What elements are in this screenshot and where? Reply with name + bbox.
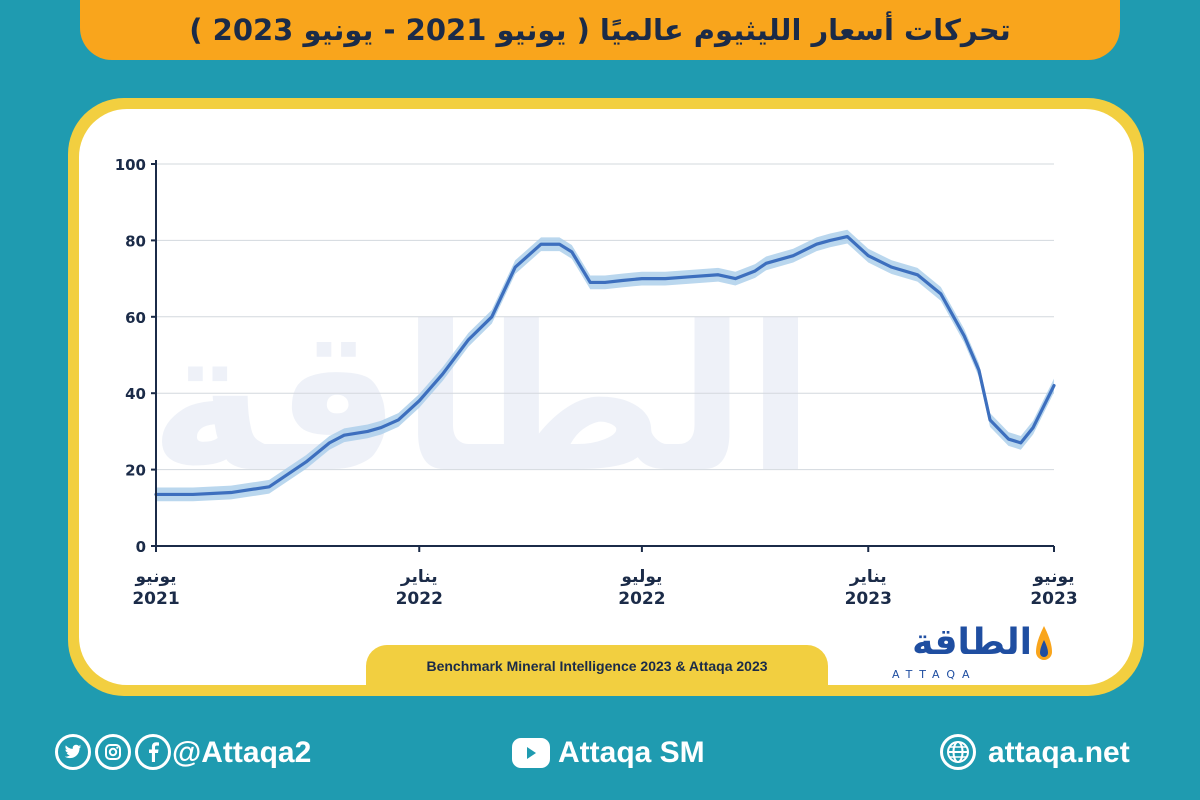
y-tick-label: 40	[125, 385, 146, 403]
x-tick-label: 2023	[1030, 589, 1077, 609]
y-tick-label: 60	[125, 309, 146, 327]
source-label: Benchmark Mineral Intelligence 2023 & At…	[366, 645, 828, 687]
flame-drop-icon	[1036, 626, 1052, 660]
source-text: Benchmark Mineral Intelligence 2023 & At…	[426, 658, 768, 674]
logo-arabic: الطاقة	[912, 622, 1032, 663]
website-link[interactable]: attaqa.net	[988, 736, 1130, 769]
globe-icon[interactable]	[940, 734, 976, 770]
x-tick-label: 2021	[132, 589, 179, 609]
chart-title: تحركات أسعار الليثيوم عالميًا ( يونيو 20…	[189, 13, 1011, 47]
x-tick-label: يوليو	[620, 567, 662, 587]
y-tick-label: 0	[136, 538, 146, 556]
attaqa-logo: الطاقة ATTAQA	[868, 618, 1058, 688]
axes: 020406080100يونيو2021يناير2022يوليو2022ي…	[115, 156, 1078, 609]
chart-card: الطاقة 0 20 40 60 80 100 يونيو 2021 يناير 2022 يول…	[79, 109, 1133, 685]
footer: @Attaqa2 Attaqa SM attaqa.net	[0, 726, 1200, 786]
x-tick-label: يونيو	[1032, 567, 1074, 587]
grid-lines	[156, 163, 1054, 471]
social-handle[interactable]: @Attaqa2	[172, 736, 312, 769]
x-tick-label: 2022	[618, 589, 665, 609]
twitter-icon[interactable]	[55, 734, 91, 770]
logo-english: ATTAQA	[892, 668, 977, 681]
title-banner: تحركات أسعار الليثيوم عالميًا ( يونيو 20…	[80, 0, 1120, 60]
x-tick-label: يناير	[400, 567, 438, 587]
youtube-icon[interactable]	[512, 738, 550, 768]
y-tick-label: 100	[115, 156, 146, 174]
line-chart: الطاقة 020406080100يونيو2021يناير2022يول…	[115, 156, 1078, 609]
instagram-icon[interactable]	[95, 734, 131, 770]
x-tick-label: 2022	[396, 589, 443, 609]
youtube-channel[interactable]: Attaqa SM	[558, 736, 705, 769]
social-icons	[55, 734, 171, 770]
watermark-text: الطاقة	[149, 284, 815, 517]
y-tick-label: 20	[125, 462, 146, 480]
price-series	[154, 234, 1056, 497]
y-tick-label: 80	[125, 232, 146, 250]
watermark-logo: الطاقة	[149, 284, 815, 517]
x-tick-label: يونيو	[134, 567, 176, 587]
x-tick-label: يناير	[849, 567, 887, 587]
facebook-icon[interactable]	[135, 734, 171, 770]
price-line	[154, 234, 1056, 497]
price-band	[156, 229, 1054, 502]
x-tick-label: 2023	[845, 589, 892, 609]
price-band-area	[156, 229, 1054, 502]
